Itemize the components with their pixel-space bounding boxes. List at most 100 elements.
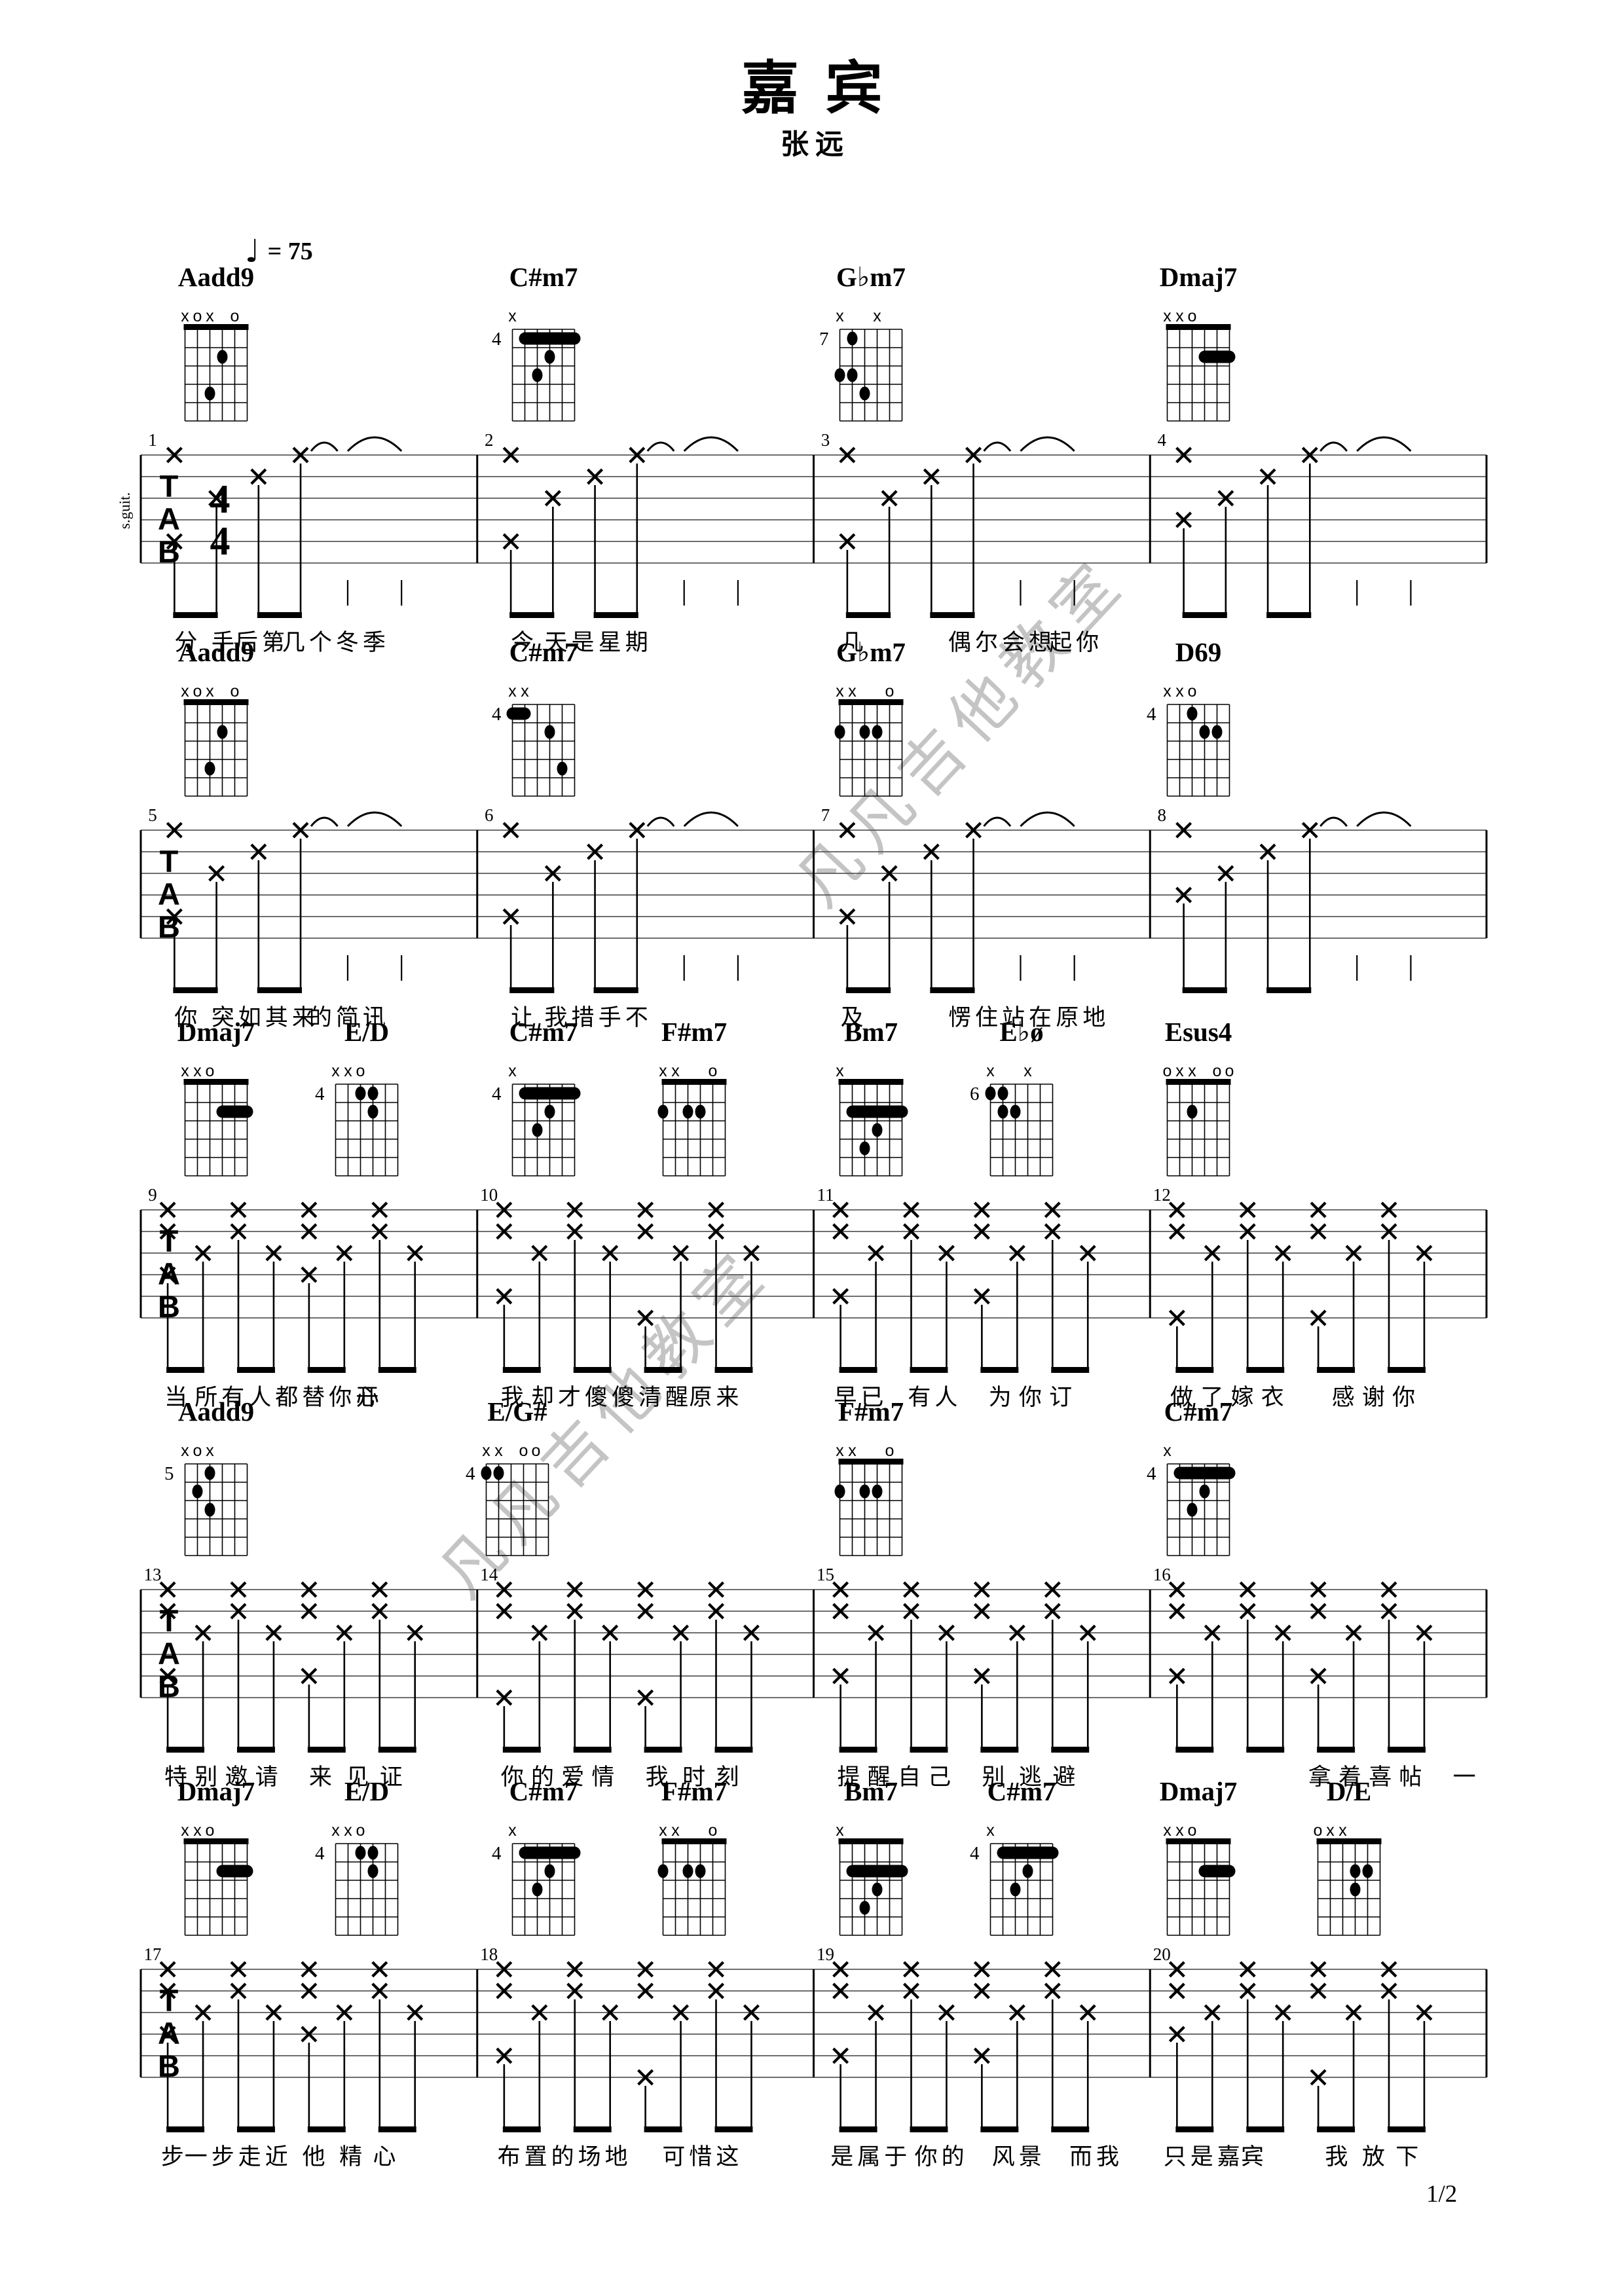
nut-bar (1316, 1838, 1382, 1844)
x-notehead (637, 1309, 654, 1326)
string-marker: x (181, 1442, 189, 1460)
chord-name: Bm7 (844, 1017, 898, 1047)
finger-dot (997, 1104, 1008, 1119)
lyric-syllable: 精 (339, 2144, 366, 2170)
chord-name: F#m7 (661, 1776, 727, 1806)
chord-name: C#m7 (987, 1776, 1056, 1806)
string-marker: x (659, 1062, 667, 1080)
string-marker: x (1163, 307, 1172, 325)
lyric-syllable: 手 (212, 630, 238, 655)
finger-dot (355, 1846, 366, 1860)
string-marker: x (836, 307, 844, 325)
x-notehead (194, 1624, 212, 1641)
x-notehead (903, 1581, 919, 1598)
tab-clef-letter: A (158, 877, 180, 911)
finger-dot (1187, 706, 1198, 721)
x-notehead (1204, 1624, 1221, 1641)
lyric-syllable: 布 (498, 2144, 525, 2170)
x-notehead (637, 2069, 654, 2086)
nut-bar (183, 1079, 249, 1085)
string-marker: x (986, 1062, 995, 1080)
x-notehead (496, 1603, 513, 1620)
lyric-syllable: 了 (1200, 1385, 1227, 1410)
x-notehead (166, 446, 183, 464)
string-marker: x (1175, 1821, 1184, 1840)
beam (173, 612, 218, 618)
x-notehead (1079, 1624, 1096, 1641)
string-marker: x (331, 1821, 340, 1840)
barre-bar (216, 1865, 253, 1878)
finger-dot (1350, 1882, 1361, 1897)
x-notehead (903, 1201, 919, 1218)
chord-diagram-E/D: E/Dx x o4 (315, 1776, 399, 1936)
beam (1182, 612, 1227, 618)
nut-bar (661, 1838, 727, 1844)
tab-clef-letter: B (158, 1289, 180, 1324)
measure-14: 14 你的爱情 我时刻 (480, 1565, 760, 1790)
x-notehead (673, 1245, 690, 1262)
lyric-syllable: 你 (501, 1764, 528, 1790)
beam (845, 612, 891, 618)
beam (173, 987, 218, 993)
lyric-syllable: 起你 (1049, 630, 1103, 655)
x-notehead (1044, 1581, 1061, 1598)
fret-number: 4 (1147, 1463, 1156, 1484)
x-notehead (1204, 2004, 1221, 2021)
chord-diagram-Dmaj7: Dmaj7 x x o (177, 1776, 255, 1936)
beam (910, 1747, 948, 1753)
x-notehead (230, 1961, 247, 1978)
x-notehead (973, 1961, 990, 1978)
x-notehead (166, 822, 183, 839)
chord-name: C#m7 (509, 1017, 578, 1047)
tab-staff (139, 1589, 1488, 1698)
tie-arc (310, 816, 339, 827)
tab-clef-letter: A (158, 501, 180, 536)
finger-dot (532, 1882, 543, 1897)
lyric-syllable: 愣住站在 (948, 1005, 1056, 1030)
beam (502, 2126, 541, 2132)
beam (910, 2126, 948, 2132)
x-notehead (531, 2004, 548, 2021)
string-marker: x (1024, 1062, 1032, 1080)
measure-6: 6 让 我措 手不 (485, 805, 739, 1030)
x-notehead (637, 1201, 654, 1218)
x-notehead (159, 1581, 176, 1598)
beam (1266, 987, 1312, 993)
barre-bar (519, 1846, 581, 1859)
x-notehead (531, 1624, 548, 1641)
string-marker: x (836, 1442, 844, 1460)
beam (1051, 1747, 1090, 1753)
finger-dot (532, 368, 543, 382)
x-notehead (496, 2047, 513, 2064)
chord-diagram-Dmaj7: Dmaj7 x x o (1160, 1776, 1237, 1936)
beam (166, 1747, 205, 1753)
x-notehead (839, 533, 856, 550)
x-notehead (868, 1624, 885, 1641)
fret-number: 4 (1147, 704, 1156, 725)
x-notehead (973, 1223, 990, 1240)
x-notehead (1380, 1603, 1397, 1620)
lyric-syllable: 偶尔会想 (948, 630, 1056, 655)
tab-clef-letter: T (160, 469, 179, 503)
x-notehead (637, 1581, 654, 1598)
x-notehead (1345, 2004, 1362, 2021)
string-marker: o (1163, 1062, 1172, 1080)
x-notehead (230, 1581, 247, 1598)
measure-number: 3 (821, 430, 830, 450)
x-notehead (973, 1201, 990, 1218)
finger-dot (367, 1086, 378, 1101)
lyric-syllable: 几 (282, 630, 309, 655)
x-notehead (301, 1603, 318, 1620)
x-notehead (1416, 2004, 1433, 2021)
barre-bar (216, 1105, 253, 1118)
fret-number: 4 (466, 1463, 475, 1484)
chord-diagram-F#m7: F#m7 x x o (834, 1396, 904, 1556)
beam (839, 2126, 877, 2132)
finger-dot (204, 761, 215, 776)
lyric-syllable: 原地 (1056, 1005, 1109, 1030)
tab-clef-letter: A (158, 1636, 180, 1671)
